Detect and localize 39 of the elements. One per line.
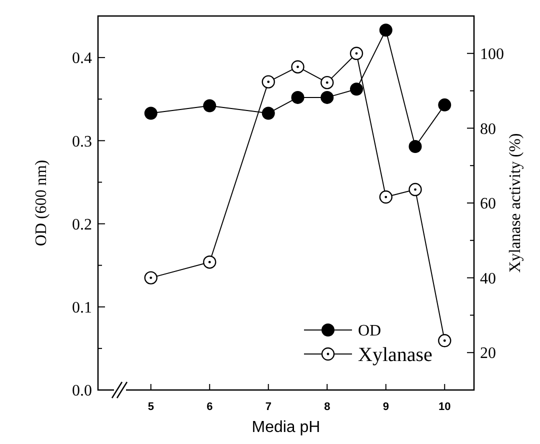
point [438,98,452,112]
y-tick-label: 0.4 [72,50,92,68]
y2-axis-title: Xylanase activity (%) [507,133,524,273]
x-tick-label: 7 [265,401,272,413]
x-tick-label: 6 [206,401,213,413]
point [144,106,158,120]
point [350,82,363,96]
point [408,182,422,196]
point [203,99,216,112]
point [320,76,334,90]
point [262,75,275,88]
legend-label: OD [358,322,382,340]
x-tick-label: 10 [438,401,451,413]
point [350,46,364,60]
y2-tick-label: 40 [480,270,496,288]
point [291,90,304,104]
y2-tick-label: 60 [480,196,496,213]
y-tick-label: 0.2 [72,216,92,234]
y-axis-title: OD (600 nm) [33,160,50,246]
y2-tick-label: 100 [480,46,504,63]
x-axis-title: Media pH [252,419,320,436]
x-tick-label: 8 [324,401,330,413]
x-tick-label: 5 [148,401,154,413]
legend-label: Xylanase [358,344,433,366]
point [320,90,334,104]
point [291,60,304,74]
point [203,255,216,269]
x-tick-label: 9 [382,401,389,413]
y-tick-label: 0.1 [72,299,92,316]
point [379,24,392,37]
point [408,140,422,153]
point [438,334,452,348]
y2-tick-label: 80 [480,120,496,138]
point [262,106,275,120]
y-tick-label: 0.3 [72,133,92,150]
point [379,190,392,204]
point [144,271,158,284]
text: 0.0 [72,382,92,400]
y2-tick-label: 20 [480,345,496,362]
